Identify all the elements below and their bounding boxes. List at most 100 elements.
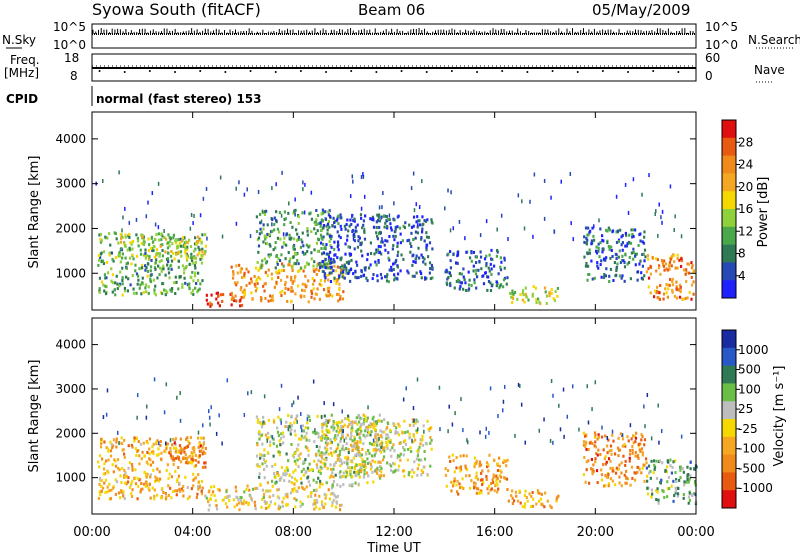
range-cell: [666, 283, 669, 287]
range-cell: [301, 250, 304, 254]
range-cell: [340, 271, 343, 275]
range-cell: [277, 496, 281, 500]
range-cell: [281, 245, 284, 249]
range-cell: [336, 483, 339, 487]
range-cell: [299, 477, 303, 481]
range-cell: [121, 266, 124, 270]
range-cell: [109, 449, 113, 453]
range-cell: [357, 450, 361, 454]
range-cell: [639, 449, 642, 453]
range-cell: [585, 261, 588, 265]
range-cell: [202, 442, 205, 446]
range-cell: [275, 254, 278, 258]
range-cell: [519, 501, 522, 505]
range-cell: [296, 259, 299, 263]
range-cell: [250, 291, 253, 295]
range-cell: [247, 501, 250, 505]
range-cell: [111, 273, 114, 277]
range-cell: [339, 437, 343, 441]
range-cell: [381, 237, 383, 242]
range-cell: [325, 424, 328, 428]
range-cell: [602, 239, 605, 243]
range-cell: [645, 466, 649, 470]
range-cell: [625, 469, 628, 473]
range-cell: [349, 252, 352, 256]
range-cell: [368, 451, 371, 455]
range-cell: [267, 436, 270, 440]
range-cell: [662, 264, 666, 268]
range-cell: [231, 276, 235, 280]
range-cell: [181, 235, 185, 239]
range-cell: [354, 225, 357, 229]
range-cell: [148, 482, 151, 486]
range-cell: [658, 440, 660, 445]
range-cell: [407, 471, 411, 475]
range-cell: [475, 471, 478, 475]
range-cell: [410, 225, 414, 229]
range-cell: [156, 276, 159, 280]
range-cell: [388, 268, 391, 272]
range-cell: [360, 274, 363, 278]
range-cell: [335, 218, 339, 222]
range-cell: [283, 469, 287, 473]
range-cell: [293, 276, 297, 280]
range-cell: [444, 206, 446, 211]
range-cell: [329, 492, 332, 496]
range-cell: [159, 244, 162, 248]
range-cell: [611, 479, 614, 483]
range-cell: [643, 259, 646, 263]
range-cell: [366, 457, 369, 461]
range-cell: [375, 226, 378, 230]
range-cell: [99, 237, 102, 241]
range-cell: [283, 479, 286, 483]
range-cell: [327, 278, 330, 282]
range-cell: [489, 488, 492, 492]
range-cell: [190, 252, 193, 256]
range-cell: [126, 248, 129, 252]
range-cell: [192, 279, 195, 283]
range-cell: [582, 440, 586, 444]
range-cell: [423, 219, 426, 223]
colorbar-segment: [722, 209, 736, 228]
range-cell: [100, 437, 103, 441]
range-cell: [367, 448, 370, 452]
range-cell: [217, 294, 220, 298]
range-cell: [387, 439, 390, 443]
range-cell: [627, 439, 630, 443]
range-cell: [488, 269, 491, 273]
range-cell: [136, 393, 139, 398]
range-cell: [453, 479, 456, 483]
range-cell: [339, 449, 342, 453]
range-cell: [376, 279, 379, 283]
range-cell: [285, 452, 288, 456]
range-cell: [660, 429, 663, 434]
range-cell: [385, 425, 389, 429]
range-cell: [285, 233, 288, 237]
range-cell: [184, 456, 187, 460]
range-cell: [339, 470, 342, 474]
range-cell: [196, 492, 199, 496]
range-cell: [282, 472, 285, 476]
range-cell: [174, 456, 178, 460]
range-cell: [167, 241, 170, 245]
range-cell: [456, 254, 459, 258]
range-cell: [332, 216, 335, 220]
range-cell: [424, 262, 427, 266]
range-cell: [278, 407, 281, 412]
range-cell: [589, 467, 593, 471]
range-cell: [313, 279, 316, 283]
range-cell: [293, 262, 296, 266]
range-cell: [474, 476, 477, 480]
range-cell: [634, 252, 637, 256]
range-cell: [282, 441, 285, 445]
range-cell: [335, 429, 338, 433]
range-cell: [318, 282, 321, 286]
range-cell: [516, 499, 520, 503]
range-cell: [281, 500, 284, 504]
range-cell: [264, 296, 267, 300]
range-cell: [167, 267, 170, 271]
range-cell: [306, 229, 309, 233]
range-cell: [178, 444, 182, 448]
range-cell: [627, 261, 631, 265]
range-cell: [147, 462, 150, 466]
